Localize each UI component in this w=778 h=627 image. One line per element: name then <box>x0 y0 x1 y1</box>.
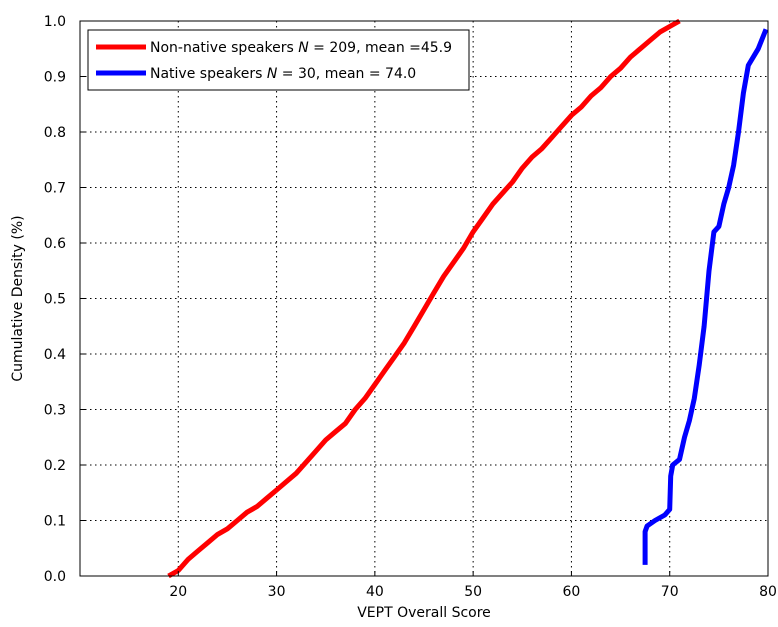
x-axis-label: VEPT Overall Score <box>357 605 491 621</box>
x-tick-label: 50 <box>464 584 482 600</box>
y-tick-label: 0.1 <box>44 514 66 530</box>
y-tick-label: 0.8 <box>44 125 66 141</box>
series-line-0 <box>167 18 681 579</box>
legend-box <box>87 29 470 91</box>
x-tick-label: 30 <box>268 584 286 600</box>
y-tick-label: 0.9 <box>44 70 66 86</box>
grid-lines <box>80 20 769 577</box>
plot-frame <box>79 20 769 577</box>
series-lines <box>167 18 769 579</box>
x-tick-label: 20 <box>169 584 187 600</box>
x-tick-label: 80 <box>759 584 777 600</box>
x-tick-label: 70 <box>661 584 679 600</box>
y-tick-label: 0.2 <box>44 458 66 474</box>
axis-ticks: 20 30 40 50 60 70 80 0.0 0.1 0.2 0.3 0.4 0.5 0.6 0.7 0.… <box>44 14 777 600</box>
legend-text-prefix: Non-native speakers <box>150 40 298 56</box>
y-tick-label: 1.0 <box>44 14 66 30</box>
x-tick-label: 60 <box>563 584 581 600</box>
y-tick-label: 0.3 <box>44 403 66 419</box>
y-tick-label: 0.7 <box>44 181 66 197</box>
legend-text-suffix: = 30, mean = 74.0 <box>277 66 416 82</box>
legend-text-n: N <box>267 66 278 82</box>
y-tick-label: 0.4 <box>44 347 66 363</box>
legend: Non-native speakers N = 209, mean =45.9 … <box>87 29 470 91</box>
series-line-1 <box>642 28 769 565</box>
y-tick-label: 0.6 <box>44 236 66 252</box>
legend-entry-0: Non-native speakers N = 209, mean =45.9 <box>150 40 452 56</box>
x-tick-label: 40 <box>366 584 384 600</box>
legend-entry-1: Native speakers N = 30, mean = 74.0 <box>150 66 416 82</box>
legend-text-n: N <box>298 40 309 56</box>
legend-text-suffix: = 209, mean =45.9 <box>309 40 452 56</box>
y-tick-label: 0.0 <box>44 569 66 585</box>
y-axis-label: Cumulative Density (%) <box>10 215 26 381</box>
legend-text-prefix: Native speakers <box>150 66 267 82</box>
y-tick-label: 0.5 <box>44 292 66 308</box>
